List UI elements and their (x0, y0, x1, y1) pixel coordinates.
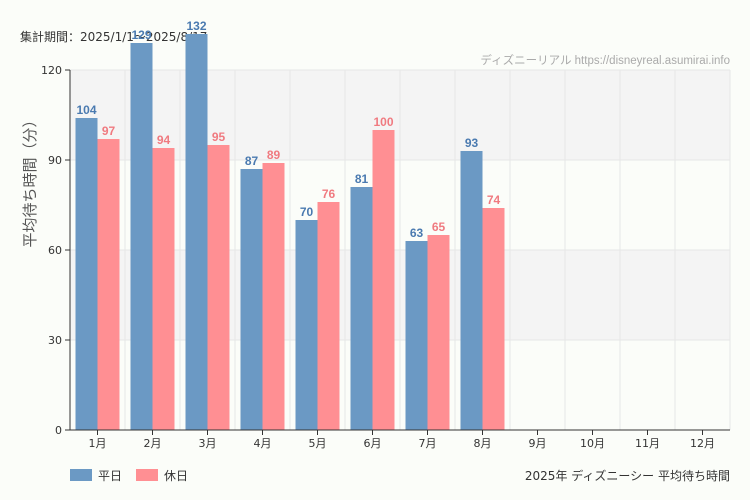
data-label: 93 (465, 136, 479, 150)
data-label: 87 (245, 154, 259, 168)
y-axis-label: 平均待ち時間（分） (21, 112, 39, 247)
x-tick-label: 9月 (529, 437, 547, 450)
x-tick-label: 2月 (144, 437, 162, 450)
y-tick-label: 60 (48, 244, 62, 257)
bar-holiday[interactable] (207, 145, 230, 430)
data-label: 70 (300, 205, 314, 219)
data-label: 89 (267, 148, 281, 162)
bar-holiday[interactable] (372, 130, 395, 430)
bar-weekday[interactable] (460, 151, 483, 430)
bar-holiday[interactable] (427, 235, 450, 430)
x-tick-label: 11月 (635, 437, 660, 450)
x-tick-label: 5月 (309, 437, 327, 450)
bar-holiday[interactable] (262, 163, 285, 430)
bar-holiday[interactable] (97, 139, 120, 430)
legend-swatch-weekday[interactable] (70, 469, 92, 481)
data-label: 65 (432, 220, 446, 234)
bar-weekday[interactable] (405, 241, 428, 430)
legend: 平日 休日 (70, 469, 188, 483)
data-label: 81 (355, 172, 369, 186)
bar-weekday[interactable] (240, 169, 263, 430)
data-label: 129 (131, 28, 151, 42)
bars (75, 34, 505, 430)
bar-holiday[interactable] (482, 208, 505, 430)
x-tick-label: 1月 (89, 437, 107, 450)
x-tick-label: 3月 (199, 437, 217, 450)
bar-holiday[interactable] (317, 202, 340, 430)
x-tick-label: 4月 (254, 437, 272, 450)
watermark-text: ディズニーリアル https://disneyreal.asumirai.inf… (480, 53, 730, 67)
legend-label-weekday[interactable]: 平日 (98, 469, 122, 483)
y-tick-label: 0 (55, 424, 62, 437)
data-labels: 104 97 129 94 132 95 87 89 70 76 81 100 63 65 93 74 (76, 19, 500, 240)
y-tick-label: 30 (48, 334, 62, 347)
bar-weekday[interactable] (185, 34, 208, 430)
x-tick-label: 7月 (419, 437, 437, 450)
x-tick-label: 12月 (690, 437, 715, 450)
data-label: 63 (410, 226, 424, 240)
data-label: 95 (212, 130, 226, 144)
data-label: 94 (157, 133, 171, 147)
y-axis-ticks: 0 30 60 90 120 (41, 64, 70, 437)
y-tick-label: 120 (41, 64, 62, 77)
bar-weekday[interactable] (350, 187, 373, 430)
bar-weekday[interactable] (295, 220, 318, 430)
bar-weekday[interactable] (75, 118, 98, 430)
data-label: 104 (76, 103, 96, 117)
bar-weekday[interactable] (130, 43, 153, 430)
data-label: 100 (373, 115, 393, 129)
data-label: 97 (102, 124, 116, 138)
period-label: 集計期間：2025/1/1～2025/8/17 (20, 29, 207, 44)
x-tick-label: 6月 (364, 437, 382, 450)
y-tick-label: 90 (48, 154, 62, 167)
legend-swatch-holiday[interactable] (136, 469, 158, 481)
data-label: 132 (186, 19, 206, 33)
x-axis-ticks: 1月 2月 3月 4月 5月 6月 7月 8月 9月 10月 11月 12月 (89, 430, 715, 450)
chart-title: 2025年 ディズニーシー 平均待ち時間 (525, 468, 730, 483)
x-tick-label: 10月 (580, 437, 605, 450)
data-label: 76 (322, 187, 336, 201)
legend-label-holiday[interactable]: 休日 (164, 469, 188, 483)
x-tick-label: 8月 (474, 437, 492, 450)
bar-holiday[interactable] (152, 148, 175, 430)
data-label: 74 (487, 193, 501, 207)
